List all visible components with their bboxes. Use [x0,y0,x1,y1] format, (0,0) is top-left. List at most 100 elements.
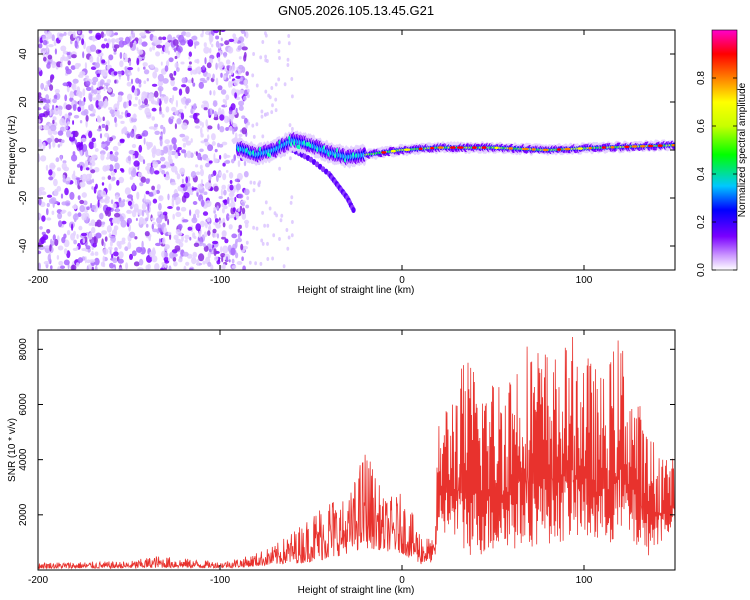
noise-blob [203,107,208,111]
noise-blob [60,154,63,161]
noise-blob [52,119,55,124]
noise-blob [91,85,94,92]
noise-blob [131,209,137,218]
noise-blob [120,219,127,228]
noise-blob [111,219,115,224]
noise-blob [38,186,45,191]
noise-blob [175,211,182,218]
noise-blob [49,111,52,117]
noise-blob [213,117,219,121]
noise-blob [78,225,83,231]
noise-blob [217,85,223,91]
noise-blob [218,107,222,115]
noise-blob [235,252,239,259]
noise-blob [252,188,256,193]
noise-blob [48,44,54,48]
noise-blob [232,123,238,128]
noise-blob [71,54,77,59]
noise-blob [167,34,173,42]
noise-blob [181,31,187,36]
noise-blob [166,60,170,67]
noise-blob [139,32,146,37]
noise-blob [140,104,146,109]
noise-blob [120,120,125,124]
noise-blob [182,219,189,223]
noise-blob [66,123,69,130]
noise-blob [223,115,230,124]
noise-blob [105,84,109,90]
noise-blob [172,213,175,220]
noise-blob [63,259,70,266]
noise-blob [219,126,225,133]
noise-blob [148,192,154,197]
noise-blob [88,30,93,34]
noise-blob [106,65,111,70]
noise-blob [214,213,217,219]
noise-blob [46,208,49,216]
noise-blob [242,265,246,270]
noise-blob [232,128,235,135]
noise-blob [76,90,82,97]
noise-blob [130,205,133,210]
signal-peak [449,146,456,149]
noise-blob [174,55,178,60]
noise-blob [221,255,224,263]
noise-blob [181,137,189,142]
noise-blob [264,89,268,94]
noise-blob [164,139,170,145]
signal-peak [610,146,615,149]
noise-blob [241,212,247,220]
signal-peak [430,146,435,150]
noise-blob [40,155,47,162]
noise-blob [60,265,65,270]
noise-blob [145,209,148,216]
noise-blob [266,223,270,228]
noise-blob [38,92,42,97]
noise-blob [114,247,118,252]
noise-blob [76,164,81,168]
noise-blob [50,265,53,270]
noise-blob [162,237,166,245]
snr-ylabel: SNR (10 * v/v) [7,418,18,482]
colorbar: 0.0 0.2 0.4 0.6 0.8 Normalized spectral ampl… [696,29,748,277]
noise-blob [209,34,213,38]
noise-blob [52,130,58,135]
noise-blob [206,217,211,223]
noise-blob [151,185,156,191]
noise-blob [132,155,136,160]
signal-peak [381,151,387,154]
noise-blob [93,235,96,244]
colorbar-tick-label: 0.2 [696,215,707,229]
noise-blob [287,235,291,240]
noise-blob [107,175,112,180]
noise-blob [113,225,119,231]
noise-blob [223,75,227,80]
noise-blob [60,211,66,214]
noise-blob [237,228,241,233]
noise-blob [175,149,180,153]
noise-blob [53,188,59,197]
noise-blob [110,171,116,176]
noise-blob [199,220,206,228]
noise-blob [202,80,208,83]
noise-blob [118,37,124,41]
noise-blob [194,125,201,129]
noise-blob [106,156,110,160]
noise-blob [90,203,93,209]
noise-blob [79,205,85,213]
noise-blob [266,111,269,116]
noise-blob [104,236,108,242]
noise-blob [213,90,216,96]
noise-blob [142,159,146,165]
noise-blob [70,264,77,270]
noise-blob [119,139,125,144]
noise-blob [161,250,167,258]
noise-blob [135,246,143,253]
noise-blob [174,123,177,130]
noise-blob [54,88,60,94]
noise-blob [88,259,96,263]
noise-blob [156,44,163,49]
noise-blob [101,238,104,246]
noise-blob [44,30,48,37]
noise-blob [227,46,234,54]
